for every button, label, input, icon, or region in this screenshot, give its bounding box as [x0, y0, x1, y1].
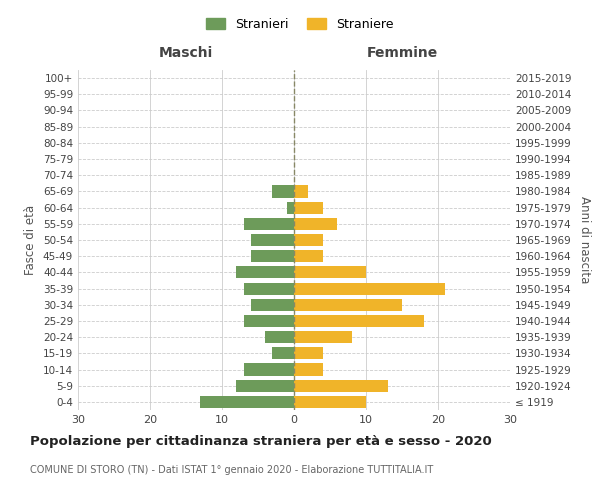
Bar	[200, 396, 294, 408]
Bar	[294, 298, 402, 311]
Bar	[244, 282, 294, 294]
Bar	[294, 396, 366, 408]
Text: Popolazione per cittadinanza straniera per età e sesso - 2020: Popolazione per cittadinanza straniera p…	[30, 435, 492, 448]
Text: Femmine: Femmine	[367, 46, 437, 60]
Bar	[294, 348, 323, 360]
Bar	[294, 282, 445, 294]
Y-axis label: Anni di nascita: Anni di nascita	[578, 196, 591, 284]
Bar	[294, 315, 424, 327]
Bar	[294, 234, 323, 246]
Bar	[251, 298, 294, 311]
Legend: Stranieri, Straniere: Stranieri, Straniere	[200, 11, 400, 37]
Bar	[236, 266, 294, 278]
Bar	[294, 266, 366, 278]
Bar	[294, 364, 323, 376]
Bar	[294, 331, 352, 343]
Bar	[272, 186, 294, 198]
Bar	[251, 234, 294, 246]
Bar	[294, 186, 308, 198]
Bar	[294, 250, 323, 262]
Bar	[251, 250, 294, 262]
Bar	[294, 218, 337, 230]
Bar	[272, 348, 294, 360]
Bar	[294, 202, 323, 213]
Bar	[244, 218, 294, 230]
Bar	[236, 380, 294, 392]
Text: COMUNE DI STORO (TN) - Dati ISTAT 1° gennaio 2020 - Elaborazione TUTTITALIA.IT: COMUNE DI STORO (TN) - Dati ISTAT 1° gen…	[30, 465, 433, 475]
Y-axis label: Fasce di età: Fasce di età	[25, 205, 37, 275]
Bar	[244, 315, 294, 327]
Bar	[294, 380, 388, 392]
Bar	[244, 364, 294, 376]
Bar	[265, 331, 294, 343]
Bar	[287, 202, 294, 213]
Text: Maschi: Maschi	[159, 46, 213, 60]
